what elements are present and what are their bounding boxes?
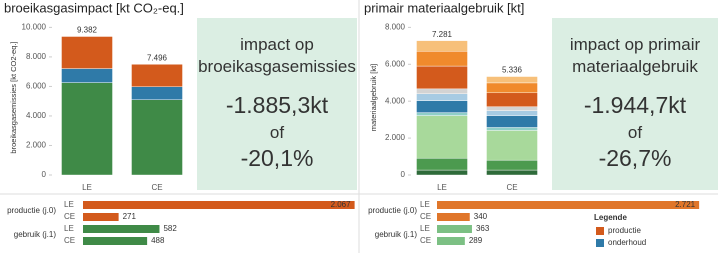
kpi-joiner: of <box>627 123 643 142</box>
bar-segment <box>131 64 183 87</box>
group-label: productie (j.0) <box>7 206 56 215</box>
bar <box>83 213 119 221</box>
y-tick-label: 2.000 <box>385 133 406 142</box>
bar-segment <box>486 76 538 84</box>
bar <box>83 225 160 233</box>
row-label: CE <box>420 236 431 245</box>
group-label: gebruik (j.1) <box>14 230 57 239</box>
y-tick-label: 4.000 <box>26 111 47 120</box>
legend-swatch <box>596 239 604 247</box>
bar <box>437 237 465 245</box>
group-label: productie (j.0) <box>368 206 417 215</box>
value-label: 2.067 <box>331 200 352 209</box>
bar-segment <box>416 115 468 159</box>
row-label: CE <box>64 236 75 245</box>
value-label: 271 <box>123 212 137 221</box>
chart-title: primair materiaalgebruik [kt] <box>364 0 524 15</box>
bar-segment <box>131 86 183 100</box>
kpi-absolute: -1.944,7kt <box>583 92 687 118</box>
bar <box>437 201 700 209</box>
row-label: CE <box>420 212 431 221</box>
value-label: 2.721 <box>675 200 696 209</box>
group-label: gebruik (j.1) <box>375 230 418 239</box>
y-tick-label: 6.000 <box>26 82 47 91</box>
row-label: LE <box>64 224 74 233</box>
bar-segment <box>486 130 538 161</box>
bar-segment <box>486 169 538 176</box>
kpi-relative: -26,7% <box>598 145 672 171</box>
bar-segment <box>486 82 538 94</box>
legend-label: onderhoud <box>608 238 646 247</box>
kpi-panel: impact op broeikasgasemissies -1.885,3kt … <box>197 18 357 190</box>
x-tick-label: CE <box>506 183 517 192</box>
kpi-title-line: impact op <box>240 35 314 54</box>
bar-segment <box>61 36 113 69</box>
bar <box>437 213 470 221</box>
value-label: 582 <box>163 224 177 233</box>
row-label: LE <box>64 200 74 209</box>
kpi-title-line: broeikasgasemissies <box>198 57 356 76</box>
value-label: 488 <box>151 236 165 245</box>
total-label: 9.382 <box>77 26 98 35</box>
value-label: 289 <box>469 236 483 245</box>
bar-segment <box>416 51 468 67</box>
bar-segment <box>416 112 468 116</box>
y-tick-label: 2.000 <box>26 141 47 150</box>
bar-segment <box>416 169 468 176</box>
legend-label: productie <box>608 226 641 235</box>
total-label: 5.336 <box>502 66 523 75</box>
bar <box>83 201 355 209</box>
row-label: LE <box>420 200 430 209</box>
legend-title: Legende <box>594 213 627 222</box>
row-label: CE <box>64 212 75 221</box>
total-label: 7.281 <box>432 30 453 39</box>
y-tick-label: 8.000 <box>26 52 47 61</box>
kpi-title: impact op primair materiaalgebruik <box>552 34 718 78</box>
bar-segment <box>486 159 538 171</box>
bar-segment <box>61 68 113 83</box>
kpi-title: impact op broeikasgasemissies <box>197 34 357 78</box>
y-tick-label: 6.000 <box>385 59 406 68</box>
bar <box>83 237 148 245</box>
y-tick-label: 8.000 <box>385 22 406 31</box>
total-label: 7.496 <box>147 53 168 62</box>
kpi-relative: -20,1% <box>240 145 314 171</box>
bar-segment <box>486 106 538 111</box>
bar <box>437 225 472 233</box>
y-tick-label: 0 <box>401 170 406 179</box>
kpi-panel: impact op primair materiaalgebruik -1.944… <box>552 18 718 190</box>
bar-segment <box>486 92 538 107</box>
bar-segment <box>416 40 468 52</box>
bar-segment <box>486 127 538 131</box>
x-tick-label: LE <box>437 183 447 192</box>
bar-segment <box>416 88 468 94</box>
kpi-title-line: impact op primair <box>569 35 701 54</box>
y-tick-label: 4.000 <box>385 96 406 105</box>
bar-segment <box>416 157 468 171</box>
bar-segment <box>416 65 468 90</box>
chart-title: broeikasgasimpact [kt CO₂-eq.] <box>4 0 184 15</box>
bar-segment <box>416 93 468 101</box>
kpi-joiner: of <box>269 123 285 142</box>
y-tick-label: 10.000 <box>22 22 47 31</box>
y-axis-title: materiaalgebruik [kt] <box>369 64 378 132</box>
bar-segment <box>486 110 538 116</box>
bar-segment <box>486 115 538 128</box>
bar-segment <box>61 82 113 176</box>
row-label: LE <box>420 224 430 233</box>
value-label: 340 <box>474 212 488 221</box>
legend-swatch <box>596 227 604 235</box>
kpi-title-line: materiaalgebruik <box>572 57 698 76</box>
bar-segment <box>131 99 183 176</box>
x-tick-label: CE <box>151 183 162 192</box>
x-tick-label: LE <box>82 183 92 192</box>
legend-bg <box>588 210 718 253</box>
value-label: 363 <box>476 224 490 233</box>
y-tick-label: 0 <box>42 170 47 179</box>
kpi-absolute: -1.885,3kt <box>225 92 329 118</box>
y-axis-title: broeikasgasemissies [kt CO2-eq.] <box>9 41 18 153</box>
bar-segment <box>416 100 468 113</box>
